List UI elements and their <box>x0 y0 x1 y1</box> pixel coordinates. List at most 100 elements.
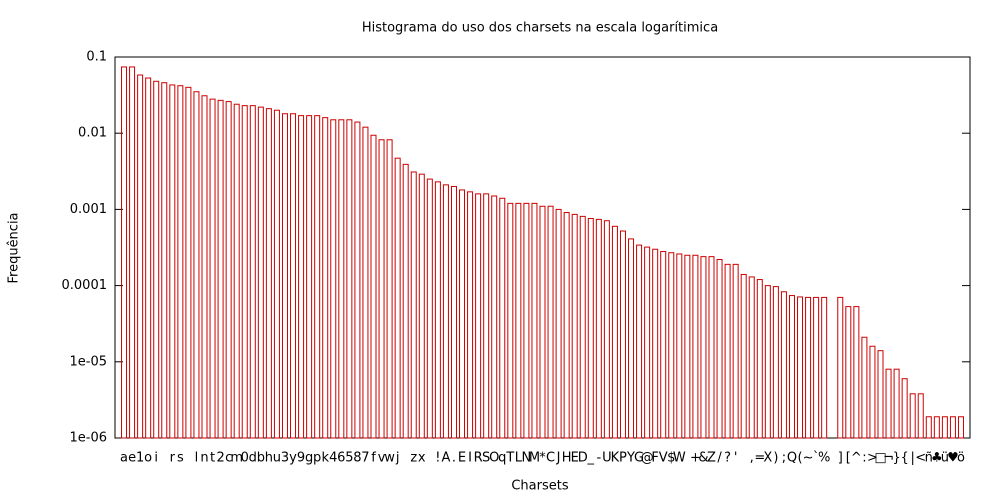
x-tick-label: } <box>892 451 900 466</box>
x-tick-label: t <box>210 451 215 466</box>
bar <box>853 306 860 439</box>
bar <box>756 279 763 439</box>
bar <box>241 105 248 439</box>
x-tick-label: : <box>862 451 866 466</box>
bar <box>523 202 530 439</box>
x-tick-label: = <box>754 451 765 466</box>
x-tick-label: k <box>321 451 329 466</box>
x-tick-label: % <box>818 451 830 466</box>
bar <box>330 119 337 439</box>
x-tick-label: ? <box>724 451 731 466</box>
x-tick-label: ♣ <box>931 451 943 466</box>
x-tick-label: G <box>634 451 644 466</box>
bar <box>780 291 787 439</box>
x-tick-label: - <box>596 451 601 466</box>
bar <box>378 139 385 439</box>
x-tick-label: ñ <box>925 451 933 466</box>
x-tick-label: □ <box>874 451 886 466</box>
x-tick-label: N <box>522 451 532 466</box>
x-tick-label: ö <box>957 451 965 466</box>
bar <box>370 134 377 439</box>
bar <box>845 306 852 439</box>
bar <box>684 254 691 439</box>
bar <box>354 121 361 439</box>
x-tick-label: T <box>505 451 514 466</box>
bar <box>499 197 506 439</box>
bar <box>861 336 868 439</box>
x-tick-label: r <box>170 451 176 466</box>
x-tick-label: E <box>571 451 579 466</box>
x-tick-label: I <box>468 451 472 466</box>
bar <box>869 345 876 439</box>
bar <box>603 220 610 439</box>
bar <box>668 252 675 439</box>
bar <box>467 191 474 439</box>
x-tick-label: e <box>128 451 136 466</box>
x-tick-label: 7 <box>361 451 369 466</box>
bar <box>475 193 482 439</box>
x-tick-label: Y <box>626 451 635 466</box>
x-tick-label: U <box>602 451 612 466</box>
bar <box>692 254 699 439</box>
bar <box>579 215 586 439</box>
bar <box>797 296 804 439</box>
x-tick-label: F <box>651 451 658 466</box>
x-tick-label: ; <box>782 451 786 466</box>
x-tick-label: 8 <box>353 451 361 466</box>
x-tick-label: l <box>195 451 199 466</box>
x-tick-label: $ <box>667 451 675 466</box>
x-tick-label: q <box>498 451 506 466</box>
x-tick-label: Q <box>787 451 797 466</box>
x-tick-label: y <box>289 451 297 466</box>
bar <box>209 98 216 439</box>
y-axis-title: Frequência <box>7 212 22 283</box>
bar <box>877 350 884 439</box>
x-tick-label: 2 <box>216 451 224 466</box>
bar <box>708 256 715 439</box>
bar <box>957 416 964 439</box>
bar <box>740 273 747 439</box>
x-tick-label: ! <box>435 451 440 466</box>
y-tick-label: 0.0001 <box>62 278 108 293</box>
bar <box>724 263 731 439</box>
x-tick-label: C <box>546 451 555 466</box>
bar <box>177 85 184 439</box>
x-tick-label: < <box>915 451 926 466</box>
bar <box>225 101 232 439</box>
x-tick-label: & <box>698 451 708 466</box>
x-tick-label: z <box>410 451 417 466</box>
bar <box>137 74 144 439</box>
x-tick-label: ^ <box>851 451 862 466</box>
x-tick-label: M <box>529 451 540 466</box>
x-tick-label: J <box>556 451 561 466</box>
bar <box>933 416 940 439</box>
bar <box>298 115 305 439</box>
x-tick-label: [ <box>846 451 851 466</box>
x-tick-label: _ <box>587 451 595 466</box>
y-tick-label: 0.001 <box>70 202 107 217</box>
bar <box>273 109 280 439</box>
bar <box>185 86 192 439</box>
x-tick-label: 0 <box>241 451 249 466</box>
bar <box>917 393 924 439</box>
y-tick-label: 0.1 <box>86 50 107 65</box>
x-tick-label: s <box>177 451 184 466</box>
bar <box>716 259 723 439</box>
bar <box>885 368 892 439</box>
x-tick-label: A <box>441 451 450 466</box>
x-tick-label: ( <box>797 451 802 466</box>
bar <box>507 202 514 439</box>
y-tick-label: 1e-05 <box>69 354 107 369</box>
x-tick-label: a <box>120 451 128 466</box>
bar <box>121 66 128 439</box>
plot-frame <box>114 56 971 439</box>
bar <box>249 105 256 439</box>
bar <box>491 195 498 439</box>
x-tick-label: @ <box>641 451 654 466</box>
x-tick-label: d <box>249 451 257 466</box>
bar <box>772 286 779 439</box>
x-tick-label: Z <box>707 451 716 466</box>
bar <box>563 212 570 439</box>
x-tick-label: g <box>305 451 313 466</box>
bar <box>949 416 956 439</box>
